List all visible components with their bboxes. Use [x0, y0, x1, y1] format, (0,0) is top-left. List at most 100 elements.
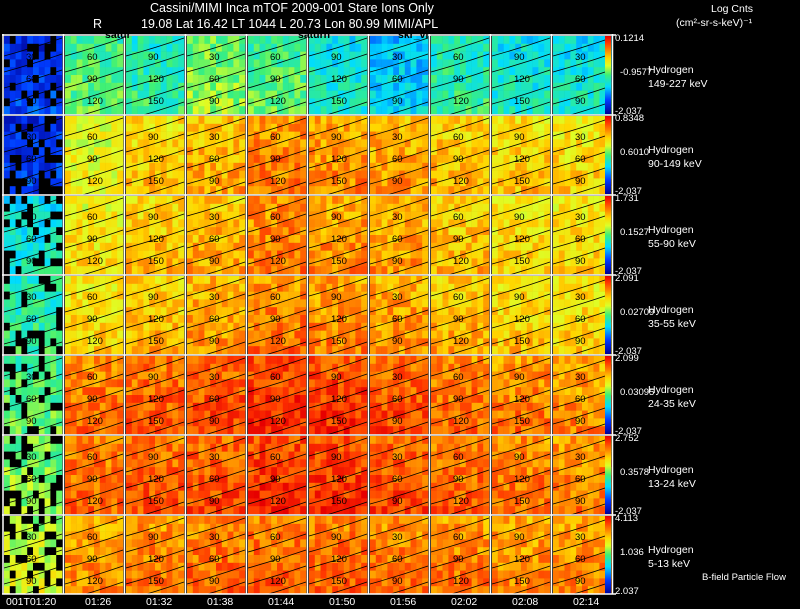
heatmap-panel: 90 120 150 — [125, 356, 185, 441]
contour-label: 30 — [392, 452, 403, 463]
colorbar-max-label: 0.1214 — [615, 33, 645, 44]
contour-label: 120 — [148, 474, 164, 485]
contour-label: 90 — [209, 416, 220, 427]
contour-label: 120 — [453, 496, 469, 507]
contour-label: 90 — [575, 496, 586, 507]
colorbar-min-label: -2.037 — [615, 506, 642, 517]
contour-label: 150 — [331, 496, 347, 507]
colorbar — [605, 196, 611, 274]
contour-label: 60 — [270, 452, 281, 463]
contour-label: 150 — [331, 96, 347, 107]
contour-label: 60 — [87, 132, 98, 143]
contour-label: 120 — [270, 176, 286, 187]
contour-label: 60 — [26, 74, 37, 85]
units-title: Log Cnts — [711, 3, 754, 15]
contour-label: 60 — [270, 532, 281, 543]
contour-label: 60 — [209, 234, 220, 245]
contour-label: 90 — [514, 452, 525, 463]
colorbar — [605, 276, 611, 354]
contour-label: 90 — [26, 496, 37, 507]
heatmap-panel: 60 90 120 — [247, 196, 307, 281]
heatmap-panel: 90 120 150 — [308, 356, 368, 441]
heatmap-panel: 30 60 90 — [186, 436, 246, 521]
contour-label: 90 — [453, 474, 464, 485]
colorbar-min-label: -2.037 — [615, 426, 642, 437]
contour-label: 60 — [26, 234, 37, 245]
contour-label: 90 — [209, 496, 220, 507]
contour-label: 60 — [575, 474, 586, 485]
heatmap-panel: 30 60 90 — [186, 516, 246, 601]
contour-label: 90 — [453, 74, 464, 85]
contour-label: 90 — [331, 292, 342, 303]
contour-label: 90 — [514, 212, 525, 223]
contour-label: 120 — [514, 154, 530, 165]
species-label: Hydrogen — [648, 64, 694, 76]
units-subtitle: (cm²-sr-s-keV)⁻¹ — [676, 17, 753, 29]
contour-label: 120 — [87, 96, 103, 107]
contour-label: 120 — [331, 234, 347, 245]
contour-label: 90 — [26, 256, 37, 267]
contour-label: 90 — [270, 234, 281, 245]
contour-label: 30 — [26, 452, 37, 463]
contour-label: 90 — [148, 212, 159, 223]
contour-label: 90 — [148, 52, 159, 63]
contour-label: 30 — [209, 52, 220, 63]
energy-label: 149-227 keV — [648, 78, 708, 90]
heatmap-panel: 90 120 150 — [125, 116, 185, 201]
colorbar-min-label: -2.037 — [615, 186, 642, 197]
contour-label: 30 — [392, 292, 403, 303]
contour-label: 30 — [209, 532, 220, 543]
contour-label: 90 — [209, 336, 220, 347]
contour-label: 90 — [514, 532, 525, 543]
contour-label: 90 — [392, 496, 403, 507]
contour-label: 30 — [575, 52, 586, 63]
contour-label: 90 — [331, 212, 342, 223]
contour-label: 120 — [331, 74, 347, 85]
contour-label: 30 — [392, 52, 403, 63]
contour-label: 60 — [392, 394, 403, 405]
heatmap-panel: 90 120 150 — [308, 436, 368, 521]
contour-label: 120 — [331, 474, 347, 485]
species-label: Hydrogen — [648, 384, 694, 396]
contour-label: 90 — [148, 132, 159, 143]
heatmap-panel: 30 60 90 — [369, 116, 429, 201]
contour-label: 150 — [514, 96, 530, 107]
colorbar — [605, 436, 611, 514]
heatmap-panel: 60 90 120 — [64, 356, 124, 441]
contour-label: 90 — [331, 532, 342, 543]
heatmap-panel: 30 60 90 — [3, 196, 63, 281]
contour-label: 90 — [514, 372, 525, 383]
contour-label: 60 — [209, 394, 220, 405]
heatmap-panel: 30 60 90 — [186, 356, 246, 441]
contour-label: 90 — [575, 576, 586, 587]
colorbar-max-label: 0.8348 — [615, 113, 645, 124]
contour-label: 150 — [148, 416, 164, 427]
contour-label: 60 — [453, 132, 464, 143]
contour-label: 150 — [514, 256, 530, 267]
contour-label: 120 — [148, 154, 164, 165]
contour-label: 90 — [453, 554, 464, 565]
footer-note: B-field Particle Flow — [702, 572, 786, 583]
contour-label: 90 — [514, 132, 525, 143]
heatmap-panel: 30 60 90 — [186, 116, 246, 201]
contour-label: 90 — [392, 176, 403, 187]
time-label: 01:50 — [329, 596, 356, 608]
colorbar-mid-label: 1.036 — [620, 547, 644, 558]
heatmap-panel: 90 120 150 — [491, 356, 551, 441]
contour-label: 30 — [209, 132, 220, 143]
contour-label: 90 — [392, 416, 403, 427]
contour-label: 120 — [514, 394, 530, 405]
heatmap-panel: 30 60 90 — [552, 356, 612, 441]
orbit-info: 19.08 Lat 16.42 LT 1044 L 20.73 Lon 80.9… — [141, 17, 439, 31]
contour-label: 90 — [453, 394, 464, 405]
contour-label: 60 — [392, 234, 403, 245]
heatmap-panel: 60 90 120 — [430, 436, 490, 521]
heatmap-panel: 30 60 90 — [3, 36, 63, 121]
contour-label: 120 — [453, 256, 469, 267]
colorbar-min-label: -2.037 — [615, 106, 642, 117]
contour-label: 30 — [575, 212, 586, 223]
energy-label: 90-149 keV — [648, 158, 702, 170]
heatmap-panel: 90 120 150 — [125, 36, 185, 121]
time-label: 01:32 — [146, 596, 173, 608]
contour-label: 120 — [453, 176, 469, 187]
